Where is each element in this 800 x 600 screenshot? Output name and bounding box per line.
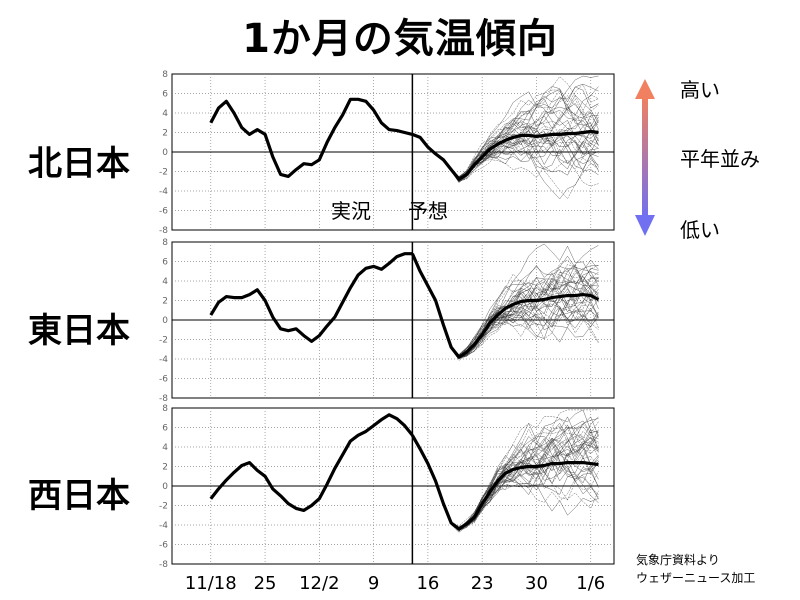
chart-panel-2: -8 -6 -4 -2 0 2 4 6 8: [159, 404, 615, 570]
y-tick-label: -4: [159, 521, 168, 531]
observed-annotation: 実況: [331, 199, 371, 223]
ensemble-member-line: [427, 463, 599, 530]
credit-processing: ウェザーニュース加工: [636, 571, 756, 585]
legend-gradient-arrow: [635, 79, 655, 236]
y-tick-label: -2: [159, 336, 168, 346]
y-tick-label: -6: [159, 207, 168, 217]
y-tick-label: 6: [162, 90, 168, 100]
ensemble-member-line: [427, 76, 599, 181]
ensemble-member-line: [427, 94, 599, 180]
ensemble-member-line: [427, 121, 599, 181]
y-tick-label: 2: [162, 463, 168, 473]
y-tick-label: -6: [159, 541, 168, 551]
y-tick-label: 8: [162, 70, 168, 80]
y-tick-label: -8: [159, 226, 168, 236]
ensemble-member-line: [427, 285, 599, 359]
x-tick-label: 25: [254, 573, 277, 594]
ensemble-member-line: [427, 259, 599, 359]
observed-temperature-line: [209, 413, 414, 512]
y-tick-label: 2: [162, 129, 168, 139]
chart-title: 1か月の気温傾向: [242, 16, 558, 62]
legend-high-label: 高い: [680, 78, 720, 102]
y-tick-label: 8: [162, 404, 168, 414]
observed-temperature-line: [209, 97, 413, 178]
y-tick-label: -4: [159, 187, 168, 197]
y-tick-label: -6: [159, 375, 168, 385]
forecast-annotation: 予想: [408, 199, 448, 223]
x-tick-label: 12/2: [299, 573, 339, 594]
x-tick-label: 9: [368, 573, 379, 594]
y-tick-label: 4: [162, 277, 168, 287]
x-tick-label: 23: [471, 573, 494, 594]
ensemble-member-line: [427, 264, 599, 359]
y-tick-label: 4: [162, 109, 168, 119]
chart-panel-0: -8 -6 -4 -2 0 2 4 6 8: [159, 70, 615, 236]
ensemble-member-line: [427, 416, 599, 531]
y-tick-label: -8: [159, 394, 168, 404]
region-label-west: 西日本: [28, 476, 130, 516]
x-tick-label: 11/18: [185, 573, 237, 594]
ensemble-member-line: [427, 426, 599, 532]
y-tick-label: -4: [159, 355, 168, 365]
y-tick-label: 6: [162, 258, 168, 268]
ensemble-mean-line: [411, 129, 599, 181]
ensemble-member-line: [427, 285, 599, 359]
legend-normal-label: 平年並み: [680, 147, 760, 171]
y-tick-label: -8: [159, 560, 168, 570]
y-tick-label: 0: [162, 482, 168, 492]
y-tick-label: 4: [162, 443, 168, 453]
ensemble-member-line: [427, 89, 599, 184]
legend-low-label: 低い: [680, 218, 720, 242]
chart-panel-1: -8 -6 -4 -2 0 2 4 6 8: [159, 238, 615, 404]
observed-temperature-line: [209, 252, 413, 343]
ensemble-member-line: [427, 431, 599, 527]
ensemble-mean-line: [410, 253, 600, 359]
y-tick-label: -2: [159, 168, 168, 178]
y-tick-label: 0: [162, 316, 168, 326]
region-label-east: 東日本: [28, 311, 130, 351]
region-label-north: 北日本: [28, 144, 130, 184]
y-tick-label: 0: [162, 148, 168, 158]
x-tick-label: 30: [525, 573, 548, 594]
x-tick-label: 1/6: [576, 573, 605, 594]
ensemble-mean-line: [411, 434, 599, 531]
y-tick-label: 2: [162, 297, 168, 307]
y-tick-label: 8: [162, 238, 168, 248]
ensemble-member-line: [427, 421, 599, 529]
ensemble-member-line: [427, 445, 599, 532]
y-tick-label: -2: [159, 502, 168, 512]
x-tick-label: 16: [416, 573, 439, 594]
credit-source: 気象庁資料より: [636, 553, 720, 567]
y-tick-label: 6: [162, 424, 168, 434]
